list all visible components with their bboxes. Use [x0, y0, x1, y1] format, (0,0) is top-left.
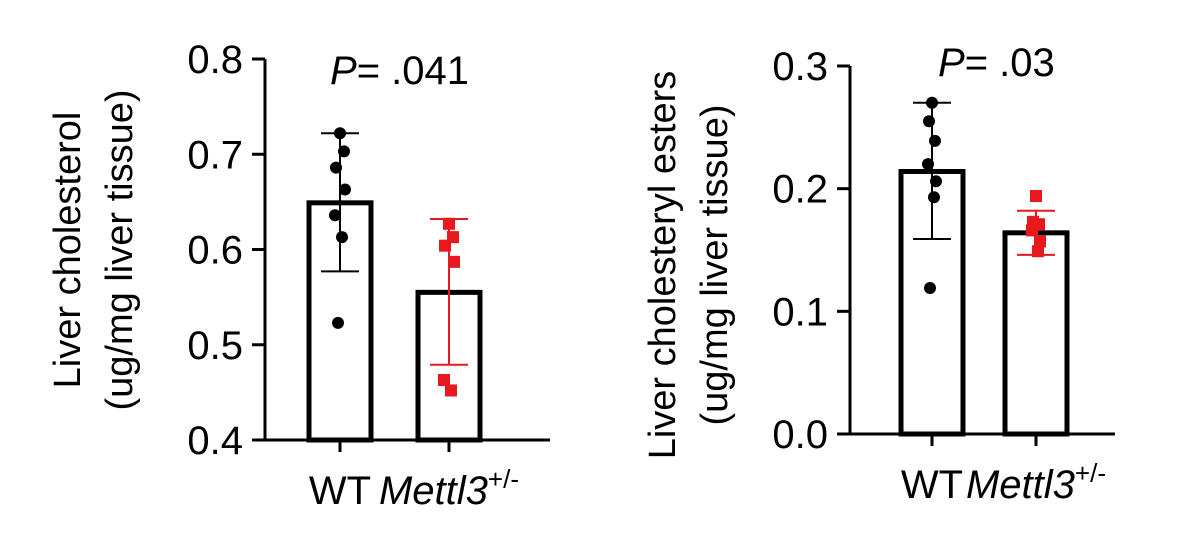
y-tick-label: 0.4 — [187, 419, 243, 463]
y-axis-label: (ug/mg liver tissue) — [694, 105, 736, 426]
category-superscript: +/- — [488, 464, 519, 494]
y-tick-label: 0.8 — [187, 38, 243, 82]
category-label: Mettl3+/- — [966, 458, 1106, 507]
y-tick-label: 0.2 — [772, 168, 828, 212]
data-point — [330, 161, 342, 174]
data-point — [439, 239, 451, 252]
y-tick-label: 0.7 — [187, 133, 243, 177]
category-label: WT — [309, 469, 371, 513]
p-value-label: P= .03 — [938, 41, 1055, 85]
data-point — [448, 255, 460, 268]
data-point — [329, 209, 341, 222]
data-point — [336, 231, 348, 244]
data-point — [922, 158, 934, 171]
category-label: Mettl3+/- — [379, 464, 519, 513]
category-label: WT — [901, 463, 963, 507]
data-point — [443, 217, 455, 230]
y-tick-label: 0.0 — [772, 413, 828, 457]
data-point — [923, 115, 935, 128]
data-point — [438, 373, 450, 386]
data-point — [926, 96, 938, 109]
y-axis-label: Liver cholesteryl esters — [642, 71, 684, 460]
data-point — [929, 134, 941, 147]
y-axis-label: (ug/mg liver tissue) — [99, 90, 141, 411]
data-point — [332, 316, 344, 329]
chart-1: Liver cholesterol (ug/mg liver tissue) 0.4… — [47, 38, 550, 513]
data-point — [928, 191, 940, 204]
p-value-label: P= .041 — [330, 49, 469, 93]
y-tick-label: 0.3 — [772, 45, 828, 89]
data-point — [334, 127, 346, 140]
data-point — [1034, 235, 1046, 248]
data-point — [1032, 245, 1044, 258]
data-point — [1026, 224, 1038, 237]
y-tick-label: 0.1 — [772, 290, 828, 334]
bar — [1002, 230, 1070, 437]
data-point — [1030, 190, 1042, 203]
chart-2: Liver cholesteryl esters (ug/mg liver tis… — [642, 41, 1115, 507]
data-point — [924, 282, 936, 295]
data-point — [339, 183, 351, 196]
y-axis-label: Liver cholesterol — [47, 112, 89, 389]
data-point — [445, 384, 457, 397]
data-point — [930, 175, 942, 188]
data-point — [338, 145, 350, 158]
y-tick-label: 0.6 — [187, 229, 243, 273]
category-superscript: +/- — [1075, 458, 1106, 488]
y-tick-label: 0.5 — [187, 324, 243, 368]
